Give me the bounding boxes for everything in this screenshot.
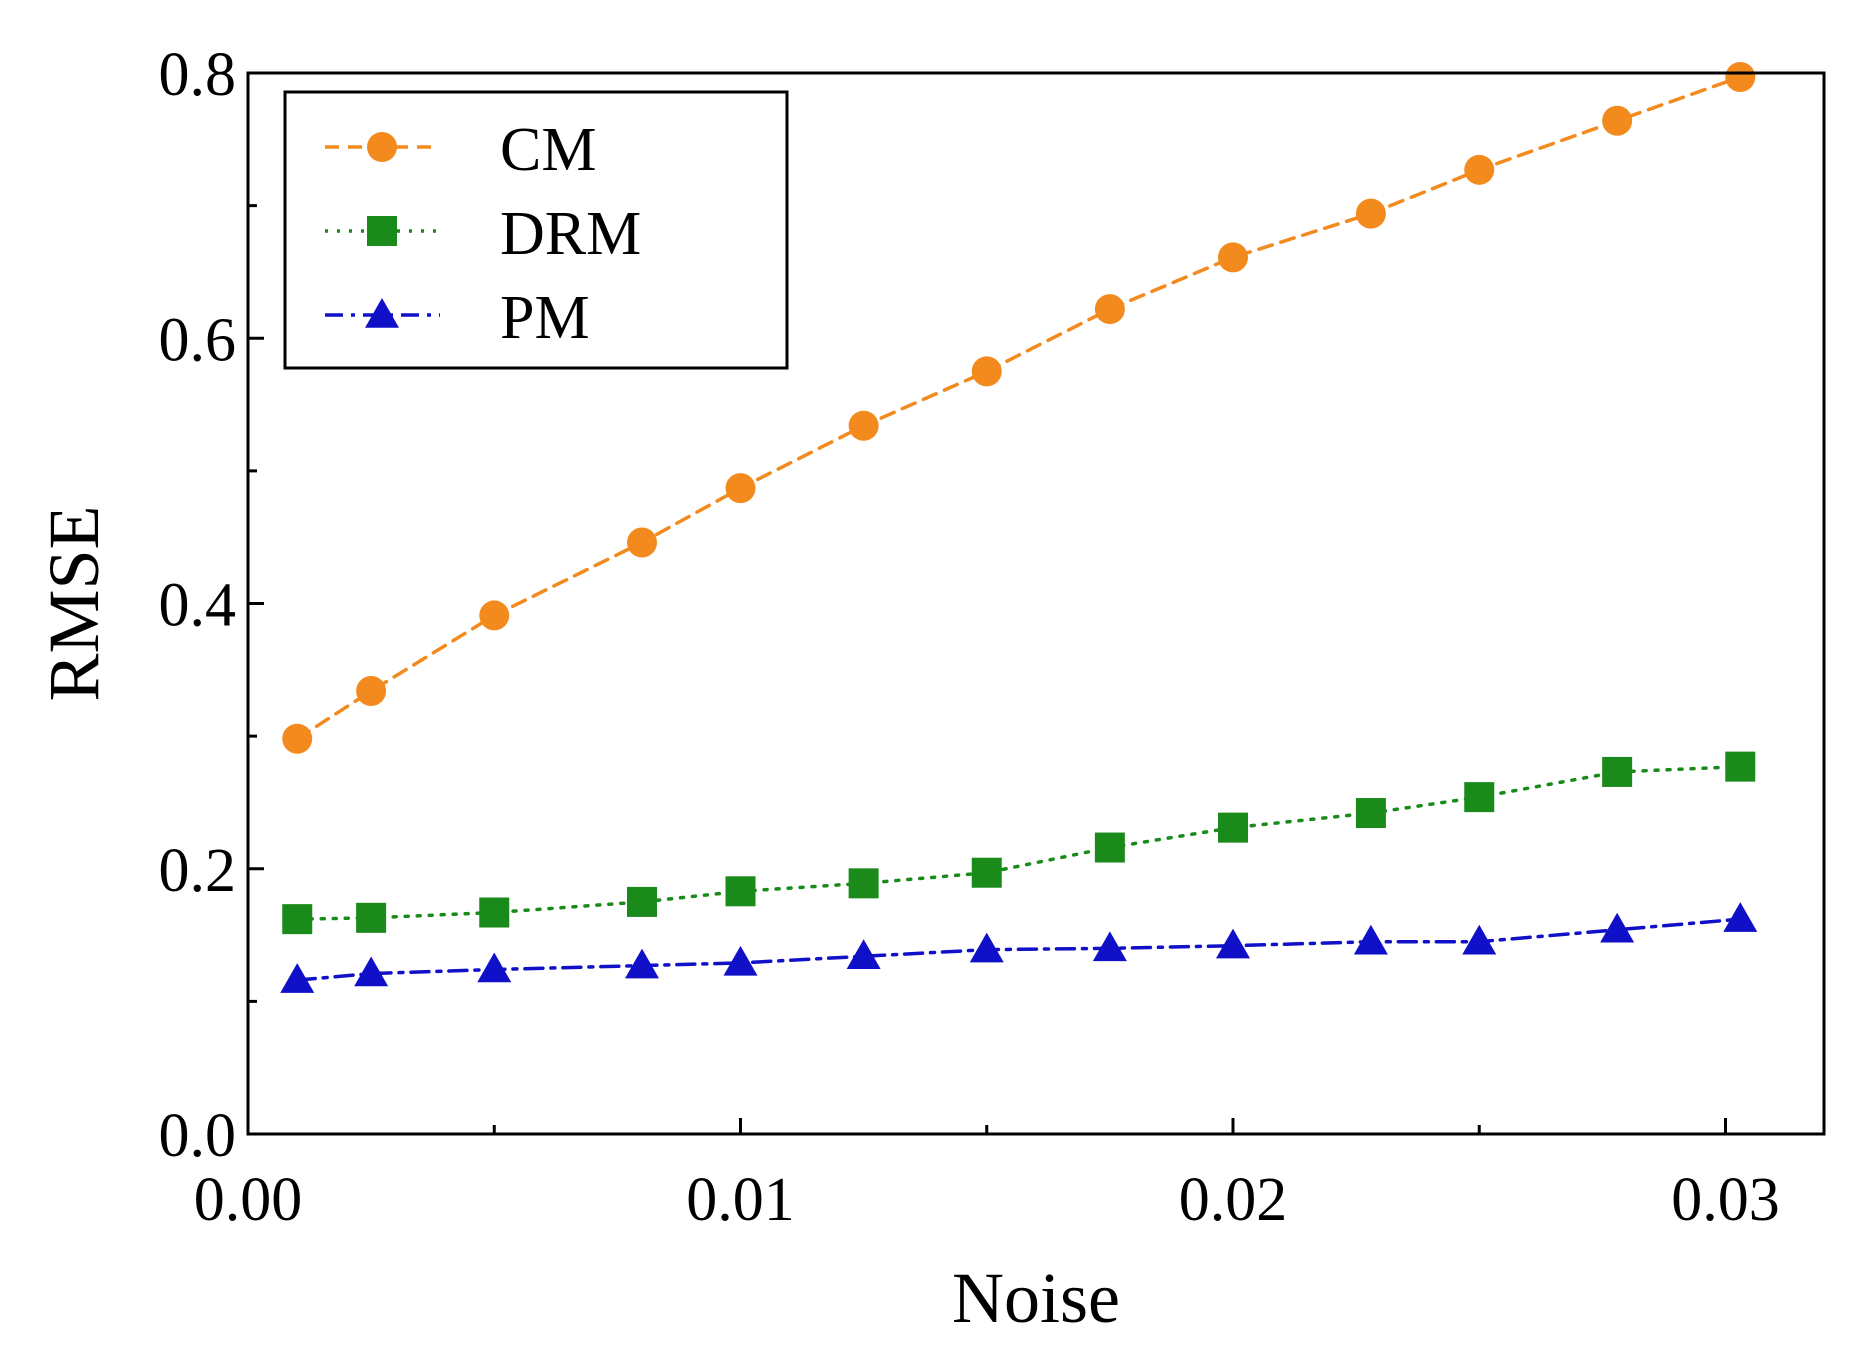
series-pm-point [846, 939, 881, 970]
series-pm-point [1353, 924, 1388, 955]
legend-pm-label: PM [500, 284, 590, 352]
series-cm-point [282, 723, 313, 754]
y-tick-label: 0.6 [159, 306, 237, 374]
legend-cm-marker [367, 132, 397, 162]
series-pm-point [625, 948, 659, 979]
series-cm-point [1218, 242, 1248, 273]
series-cm [282, 61, 1756, 754]
series-cm-point [971, 356, 1002, 387]
series-cm-point [1464, 154, 1495, 185]
y-tick-label: 0.0 [159, 1102, 237, 1170]
series-drm-point [971, 857, 1002, 888]
series-drm-line [295, 764, 1743, 921]
series-cm-point [627, 527, 657, 558]
series-cm-point [1725, 61, 1756, 92]
x-tick-label: 0.01 [686, 1166, 795, 1234]
y-tick-label: 0.4 [159, 572, 237, 640]
series-drm [282, 751, 1756, 935]
legend-pm-marker [365, 298, 399, 328]
series-drm-point [1464, 782, 1495, 813]
series-drm-point [1602, 756, 1633, 787]
series-cm-point [1602, 105, 1633, 136]
series-cm-point [725, 473, 756, 504]
plot-frame [246, 71, 1826, 1136]
series-drm-point [1355, 798, 1386, 829]
legend-item-pm: PM [325, 284, 590, 352]
series-drm-point [282, 904, 313, 935]
series-pm-line [295, 917, 1743, 982]
y-tick-label: 0.2 [159, 837, 237, 905]
series-drm-point [1094, 832, 1125, 863]
series-pm-point [969, 932, 1004, 963]
legend-drm-label: DRM [500, 200, 641, 268]
series-cm-point [479, 600, 510, 631]
legend: CM DRM PM [283, 90, 789, 370]
legend-drm-marker [367, 216, 397, 246]
x-axis-title: Noise [952, 1258, 1120, 1338]
y-tick-label: 0.8 [159, 41, 237, 109]
series-pm-point [1723, 902, 1758, 932]
y-axis-title: RMSE [34, 505, 114, 701]
series-pm-point [1600, 912, 1635, 943]
series-pm-point [477, 952, 512, 983]
x-tick-label: 0.03 [1671, 1166, 1780, 1234]
series-drm-point [848, 868, 879, 899]
series-drm-point [1218, 812, 1248, 843]
legend-item-drm: DRM [325, 200, 641, 268]
series-drm-point [627, 886, 657, 917]
series-cm-point [848, 410, 879, 441]
x-tick-label: 0.02 [1179, 1166, 1288, 1234]
series-layer [280, 61, 1758, 993]
series-cm-point [1355, 198, 1386, 229]
series-drm-point [356, 902, 387, 933]
legend-cm-label: CM [500, 116, 596, 184]
series-pm-point [1092, 931, 1127, 962]
legend-item-cm: CM [325, 116, 596, 184]
series-cm-point [356, 676, 387, 707]
series-pm-point [280, 963, 315, 993]
axis-ticks: 0.00 0.01 0.02 0.03 0.0 0.2 0.4 0.6 0.8 [159, 41, 1780, 1234]
series-pm-point [1462, 924, 1497, 955]
x-tick-label: 0.00 [194, 1166, 303, 1234]
series-pm-point [354, 956, 389, 987]
series-cm-point [1094, 294, 1125, 325]
series-pm [280, 902, 1758, 993]
series-pm-point [723, 945, 758, 976]
series-pm-point [1216, 928, 1250, 959]
series-drm-point [479, 897, 510, 928]
series-drm-point [725, 876, 756, 907]
series-drm-point [1725, 751, 1756, 782]
